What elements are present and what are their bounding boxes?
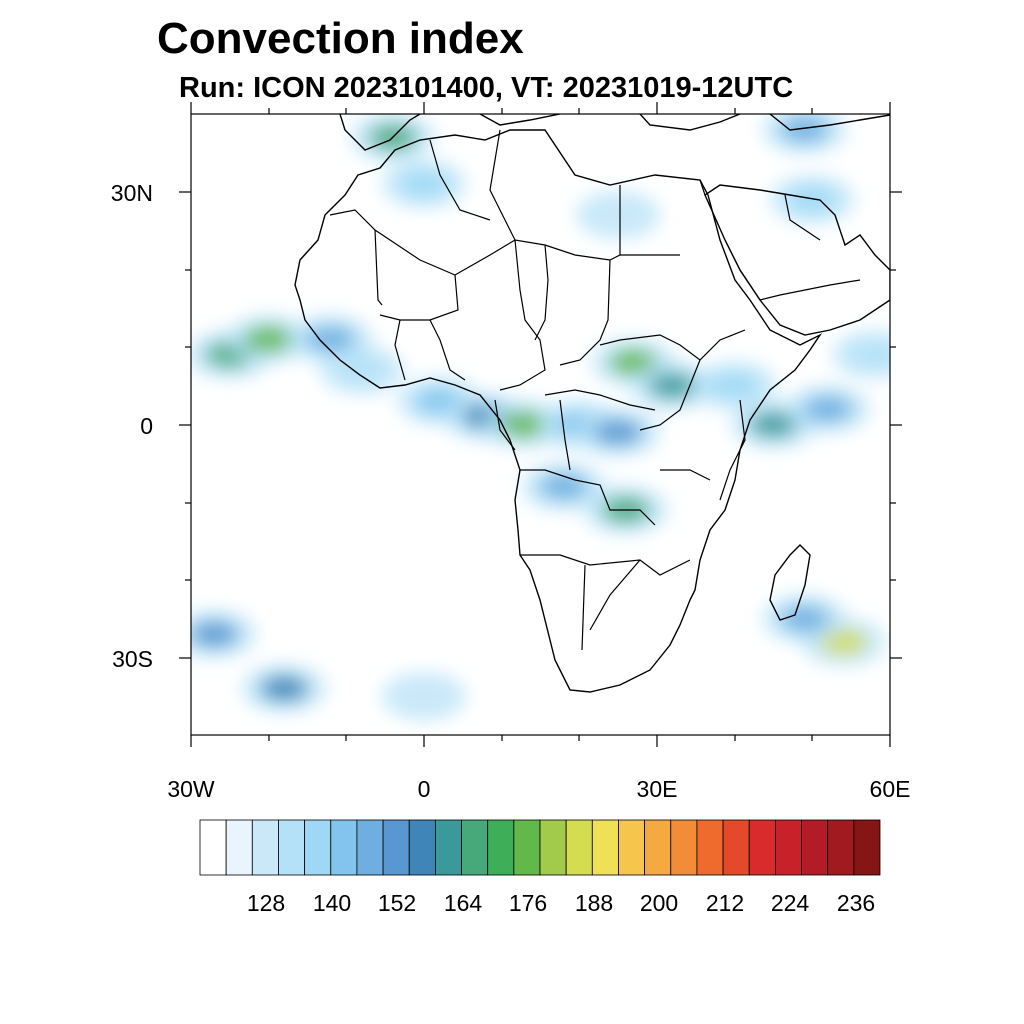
lon-label-0: 0 <box>417 776 431 802</box>
convection-core <box>710 372 759 399</box>
colorbar-label: 128 <box>246 890 286 916</box>
colorbar-box <box>539 819 567 876</box>
colorbar-box <box>591 819 619 876</box>
convection-core <box>780 116 829 143</box>
colorbar-box <box>487 819 515 876</box>
colorbar-box <box>199 819 227 876</box>
map-subtitle: Run: ICON 2023101400, VT: 20231019-12UTC <box>179 72 794 104</box>
colorbar-label: 164 <box>443 890 483 916</box>
convection-core <box>648 372 697 399</box>
colorbar-box <box>722 819 750 876</box>
colorbar-box <box>670 819 698 876</box>
convection-core <box>539 473 588 500</box>
convection-core <box>803 396 852 422</box>
colorbar-label: 212 <box>705 890 745 916</box>
colorbar-box <box>618 819 646 876</box>
convection-core <box>191 621 239 648</box>
country-borders <box>329 129 861 651</box>
colorbar-box <box>461 819 489 876</box>
convection-core <box>400 170 448 197</box>
colorbar-box <box>330 819 358 876</box>
colorbar-box <box>565 819 593 876</box>
convection-core <box>260 675 309 702</box>
colorbar-box <box>513 819 541 876</box>
lat-label-30n: 30N <box>110 180 153 206</box>
colorbar-box <box>696 819 724 876</box>
colorbar-label: 200 <box>639 890 679 916</box>
convection-core <box>400 683 448 710</box>
colorbar-box <box>801 819 829 876</box>
colorbar-box <box>408 819 436 876</box>
colorbar-box <box>356 819 384 876</box>
colorbar-label: 140 <box>312 890 352 916</box>
colorbar-box <box>382 819 410 876</box>
colorbar-label: 176 <box>508 890 548 916</box>
convection-core <box>594 419 643 446</box>
convection-core <box>306 326 355 353</box>
colorbar-label: 152 <box>377 890 417 916</box>
colorbar-box <box>774 819 802 876</box>
convection-core <box>244 326 293 353</box>
lon-label-30e: 30E <box>636 776 678 802</box>
colorbar-box <box>278 819 306 876</box>
colorbar-box <box>853 819 881 876</box>
lat-label-0: 0 <box>140 413 153 439</box>
colorbar-label: 236 <box>836 890 876 916</box>
colorbar-box <box>304 819 332 876</box>
lon-label-30w: 30W <box>167 776 215 802</box>
convection-core <box>780 605 829 632</box>
colorbar-box <box>225 819 253 876</box>
lon-label-60e: 60E <box>869 776 911 802</box>
lat-label-30s: 30S <box>112 646 153 672</box>
axis-ticks <box>179 102 902 747</box>
colorbar-box <box>827 819 855 876</box>
colorbar-box <box>748 819 776 876</box>
convection-core <box>501 411 549 438</box>
colorbar-label: 224 <box>770 890 810 916</box>
convection-core <box>850 341 890 368</box>
convection-core <box>337 357 386 384</box>
convection-field <box>191 114 890 721</box>
map-title: Convection index <box>157 14 524 63</box>
colorbar-box <box>251 819 279 876</box>
colorbar-box <box>434 819 462 876</box>
colorbar <box>199 819 881 876</box>
colorbar-box <box>644 819 672 876</box>
convection-core <box>749 411 798 438</box>
convection-core <box>594 201 643 228</box>
colorbar-label: 188 <box>574 890 614 916</box>
